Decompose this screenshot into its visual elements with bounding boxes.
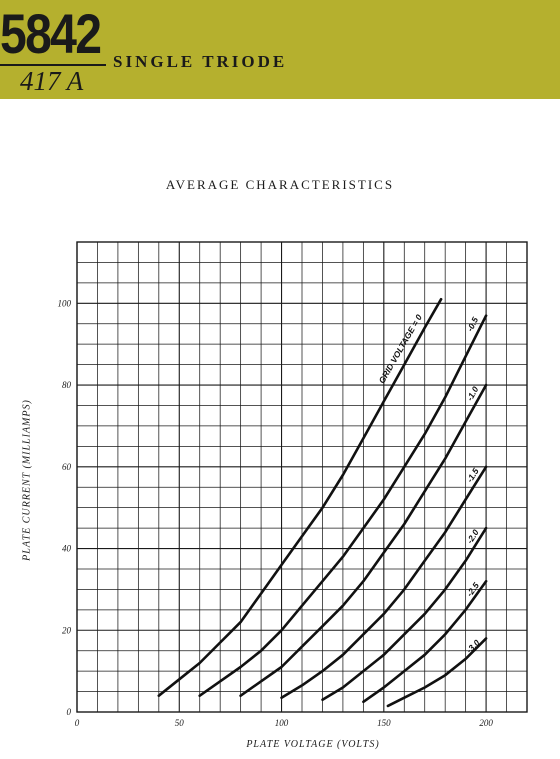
- y-tick-label: 20: [62, 625, 72, 635]
- chart-curves: [157, 297, 488, 708]
- x-tick-label: 200: [479, 718, 493, 728]
- series-line: [386, 637, 488, 708]
- plot-frame: [76, 241, 528, 713]
- x-tick-label: 50: [175, 718, 185, 728]
- x-tick-label: 0: [75, 718, 80, 728]
- series-label: -3.0: [464, 637, 482, 655]
- x-tick-label: 150: [377, 718, 391, 728]
- series-line: [362, 579, 488, 704]
- y-axis-label: PLATE CURRENT (MILLIAMPS): [21, 399, 33, 561]
- chart-grid: [76, 241, 528, 713]
- x-tick-label: 100: [275, 718, 289, 728]
- y-tick-label: 100: [58, 298, 72, 308]
- series-label: -2.5: [464, 580, 481, 598]
- tube-number: 5842: [0, 2, 102, 65]
- y-tick-label: 80: [62, 380, 72, 390]
- series-line: [321, 526, 488, 701]
- y-tick-label: 60: [62, 462, 72, 472]
- y-tick-label: 0: [67, 707, 72, 717]
- chart-ticks: 0 20 40 60 80 100 0 50 100 150 200: [58, 298, 494, 728]
- tube-type: SINGLE TRIODE: [113, 52, 288, 71]
- x-axis-label: PLATE VOLTAGE (VOLTS): [246, 739, 380, 750]
- y-tick-label: 40: [62, 544, 72, 554]
- chart-title: AVERAGE CHARACTERISTICS: [165, 177, 395, 192]
- tube-alternate-number: 417 A: [20, 66, 84, 96]
- series-line: [157, 297, 443, 697]
- series-line: [280, 465, 488, 699]
- header-rule: [0, 64, 106, 66]
- series-line: [239, 383, 488, 697]
- header-band: [0, 0, 560, 99]
- series-line: [198, 314, 488, 697]
